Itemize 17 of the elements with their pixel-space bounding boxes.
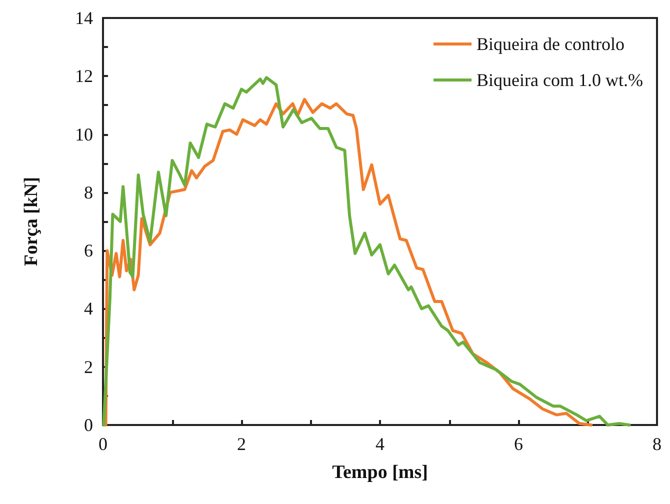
x-tick-label: 8 bbox=[652, 434, 662, 454]
y-tick-label: 10 bbox=[75, 124, 93, 144]
x-tick-label: 0 bbox=[98, 434, 108, 454]
y-tick-label: 12 bbox=[75, 66, 93, 86]
y-tick-label: 14 bbox=[75, 8, 93, 28]
y-tick-label: 4 bbox=[84, 298, 93, 319]
x-tick-label: 4 bbox=[376, 434, 384, 454]
y-tick-label: 8 bbox=[84, 182, 93, 202]
y-tick-label: 2 bbox=[84, 356, 93, 377]
y-tick-label: 6 bbox=[84, 240, 93, 261]
legend-label: Biqueira de controlo bbox=[476, 34, 625, 54]
legend-label: Biqueira com 1.0 wt.% bbox=[476, 70, 644, 90]
x-tick-label: 2 bbox=[237, 434, 246, 454]
x-axis-title: Tempo [ms] bbox=[332, 462, 428, 483]
x-tick-label: 6 bbox=[514, 434, 523, 454]
y-tick-label: 0 bbox=[84, 415, 93, 435]
y-axis-title: Força [kN] bbox=[21, 176, 42, 266]
